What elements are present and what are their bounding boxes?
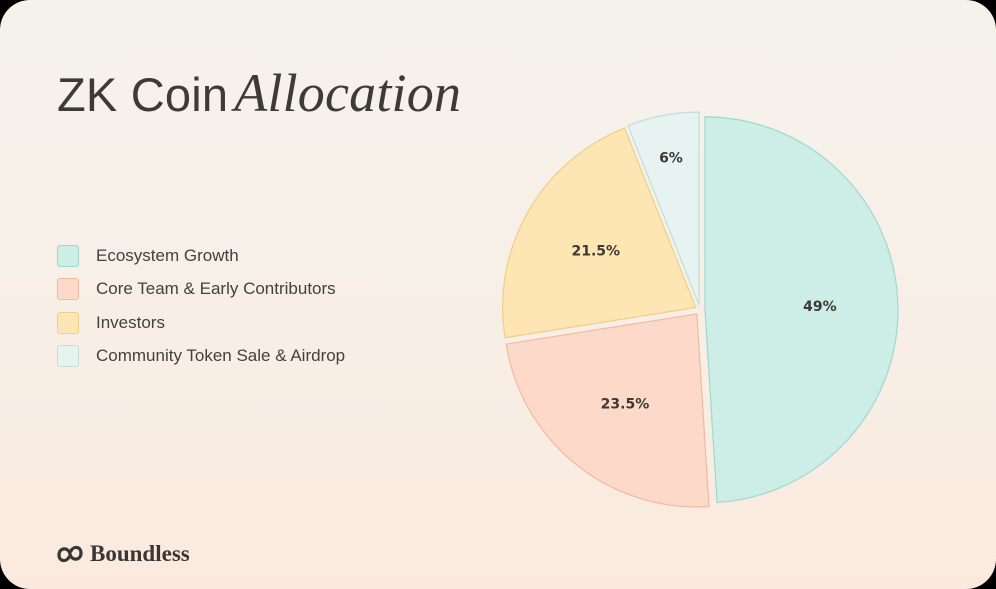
legend-item-community-sale: Community Token Sale & Airdrop (57, 344, 345, 369)
chart-legend: Ecosystem Growth Core Team & Early Contr… (57, 243, 345, 377)
boundless-logo-icon (57, 545, 83, 563)
legend-label: Core Team & Early Contributors (96, 279, 336, 298)
legend-label: Community Token Sale & Airdrop (96, 346, 346, 365)
pie-slice (627, 111, 700, 306)
legend-item-core-team: Core Team & Early Contributors (57, 277, 345, 302)
title-accent: Allocation (234, 63, 462, 123)
pie-slice-label: 21.5% (571, 244, 620, 260)
legend-swatch (57, 345, 79, 367)
pie-slice-label: 49% (803, 299, 837, 315)
legend-item-ecosystem-growth: Ecosystem Growth (57, 243, 345, 268)
pie-slice (505, 313, 710, 508)
title-main: ZK Coin (57, 68, 229, 121)
legend-swatch (57, 311, 79, 334)
pie-slice (502, 127, 697, 339)
legend-label: Ecosystem Growth (96, 245, 239, 265)
brand: Boundless (56, 541, 190, 567)
legend-swatch (57, 278, 79, 300)
page-title: ZK Coin Allocation (57, 62, 461, 124)
pie-slice-label: 23.5% (601, 397, 650, 413)
legend-swatch (57, 244, 79, 267)
pie-slice-label: 6% (659, 151, 683, 167)
legend-label: Investors (96, 312, 165, 332)
pie-chart: 49% 23.5% 21.5% 6% (502, 111, 899, 508)
pie-slice (704, 116, 899, 504)
legend-item-investors: Investors (57, 310, 345, 335)
brand-name: Boundless (90, 541, 190, 566)
